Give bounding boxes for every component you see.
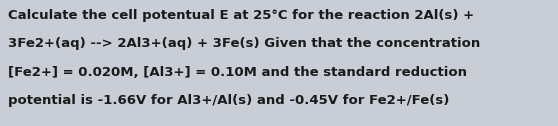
Text: potential is -1.66V for Al3+/Al(s) and -0.45V for Fe2+/Fe(s): potential is -1.66V for Al3+/Al(s) and -… [8,94,450,107]
Text: 3Fe2+(aq) --> 2Al3+(aq) + 3Fe(s) Given that the concentration: 3Fe2+(aq) --> 2Al3+(aq) + 3Fe(s) Given t… [8,37,480,50]
Text: [Fe2+] = 0.020M, [Al3+] = 0.10M and the standard reduction: [Fe2+] = 0.020M, [Al3+] = 0.10M and the … [8,66,468,78]
Text: Calculate the cell potentual E at 25°C for the reaction 2Al(s) +: Calculate the cell potentual E at 25°C f… [8,9,474,22]
